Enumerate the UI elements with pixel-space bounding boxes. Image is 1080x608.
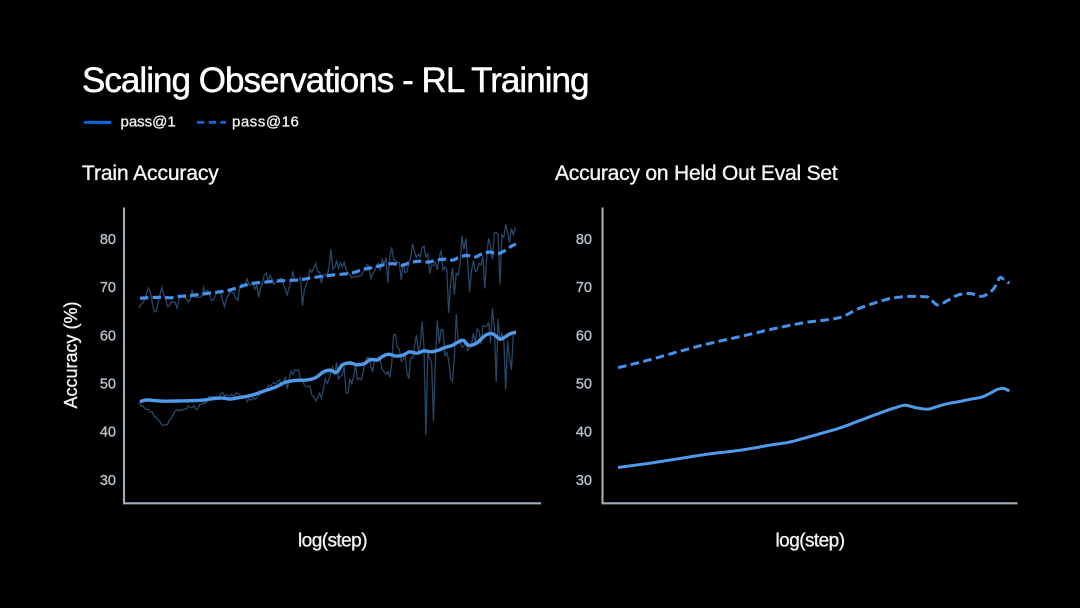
svg-text:50: 50	[576, 377, 592, 393]
svg-text:60: 60	[100, 328, 116, 344]
svg-text:80: 80	[100, 232, 116, 248]
svg-text:Accuracy (%): Accuracy (%)	[61, 301, 81, 408]
svg-text:40: 40	[576, 425, 592, 441]
svg-text:70: 70	[100, 280, 116, 296]
svg-text:70: 70	[576, 280, 592, 296]
svg-text:40: 40	[100, 425, 116, 441]
svg-text:Scaling Observations - RL Trai: Scaling Observations - RL Training	[82, 61, 589, 100]
svg-text:log(step): log(step)	[298, 531, 367, 552]
svg-text:log(step): log(step)	[776, 531, 845, 552]
svg-text:pass@16: pass@16	[232, 114, 299, 131]
svg-text:30: 30	[576, 473, 592, 489]
svg-text:80: 80	[576, 232, 592, 248]
svg-text:60: 60	[576, 328, 592, 344]
svg-text:pass@1: pass@1	[121, 114, 176, 131]
svg-text:Accuracy on Held Out Eval Set: Accuracy on Held Out Eval Set	[555, 162, 838, 185]
svg-text:Train Accuracy: Train Accuracy	[82, 162, 219, 185]
svg-text:50: 50	[100, 377, 116, 393]
svg-text:30: 30	[100, 473, 116, 489]
